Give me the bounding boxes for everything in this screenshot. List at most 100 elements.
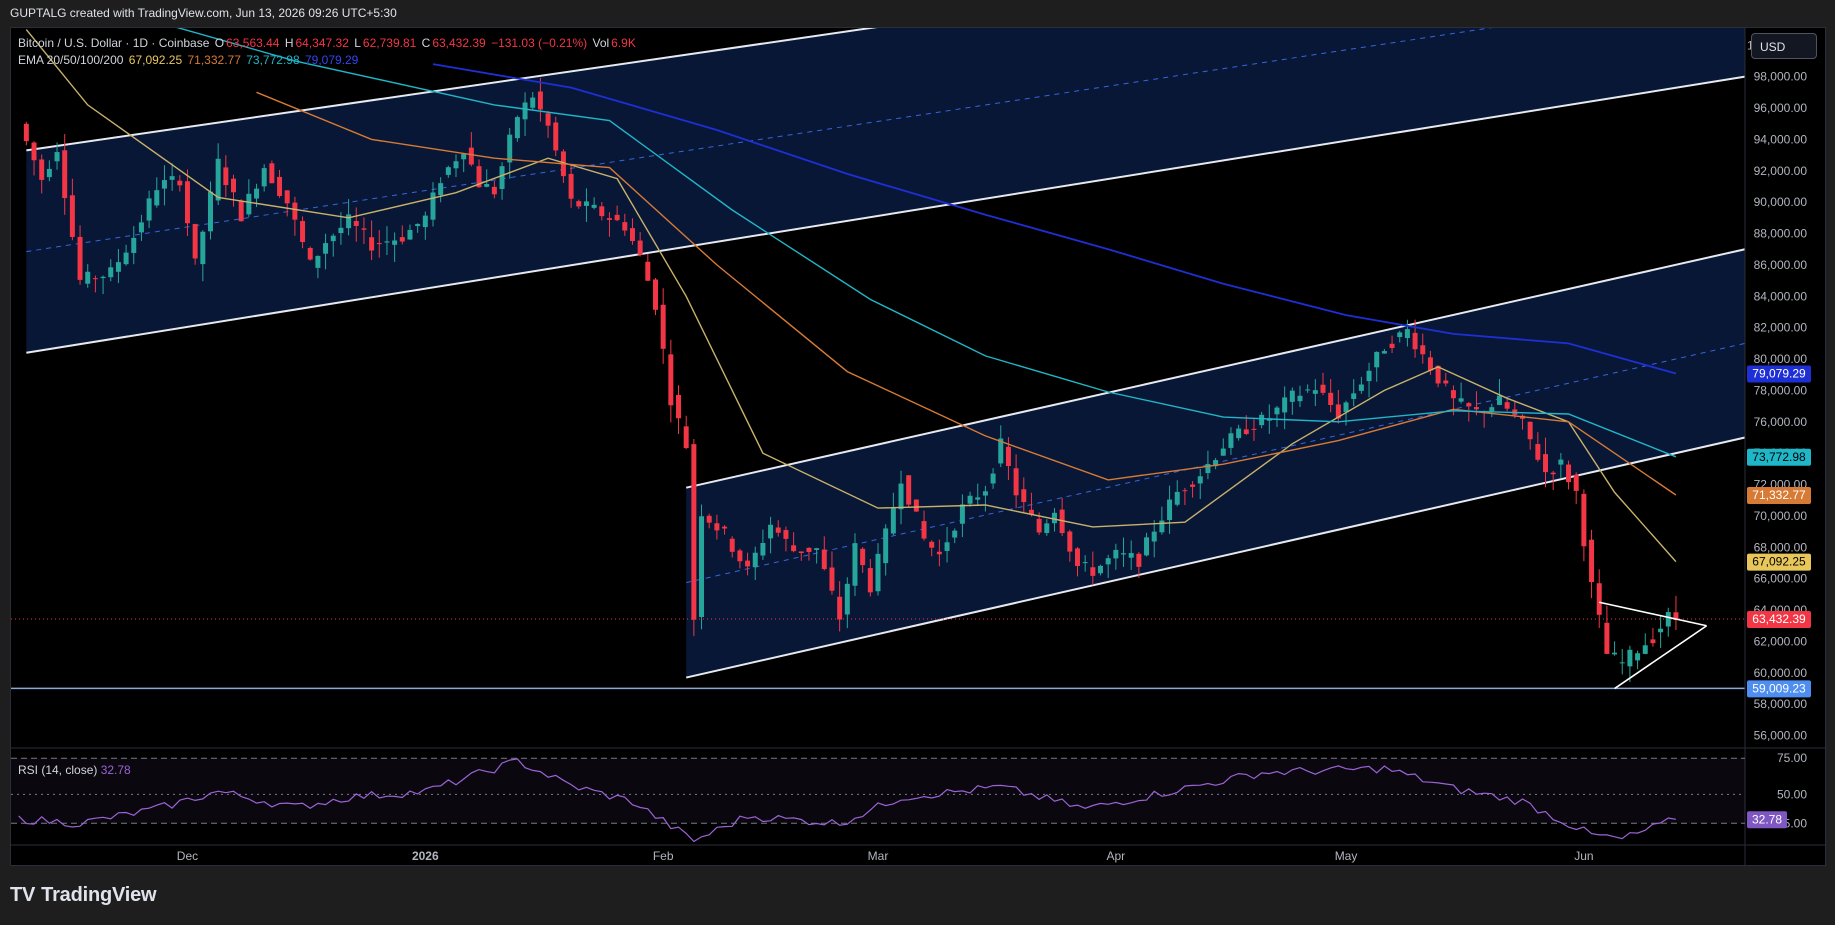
candle [1489, 403, 1495, 418]
price-label-text: 79,079.29 [1752, 366, 1806, 380]
symbol-name[interactable]: Bitcoin / U.S. Dollar · 1D · Coinbase [18, 36, 210, 50]
candle [499, 162, 505, 200]
rsi-current-box [1747, 811, 1787, 829]
price-tick-label: 96,000.00 [1754, 101, 1808, 115]
price-label-text: 73,772.98 [1752, 450, 1806, 464]
ema-label[interactable]: EMA 20/50/100/200 [18, 53, 124, 67]
candle [1381, 348, 1387, 354]
price-label-box [1747, 365, 1811, 383]
candle [231, 174, 236, 207]
candle-body [1021, 489, 1027, 502]
candle-body [637, 240, 643, 255]
candle-body [1374, 351, 1380, 368]
candle [1535, 432, 1541, 462]
candle [530, 92, 536, 111]
candle-body [1128, 553, 1134, 558]
candle-body [1566, 464, 1572, 483]
candle [952, 528, 958, 544]
time-tick-label: Feb [653, 849, 674, 863]
candle-body [238, 200, 244, 222]
candle [223, 155, 229, 198]
candle-body [545, 113, 551, 126]
candle [200, 230, 206, 282]
candle-body [1182, 490, 1188, 492]
candle-body [936, 551, 942, 555]
price-tick-label: 66,000.00 [1754, 572, 1808, 586]
candle [215, 143, 221, 206]
candle [1282, 386, 1288, 430]
price-tick-label: 86,000.00 [1754, 258, 1808, 272]
candle [100, 275, 106, 295]
candle [867, 559, 873, 597]
candle [1074, 547, 1080, 577]
candle [1028, 492, 1034, 517]
candle-body [783, 530, 789, 539]
candle [1205, 450, 1211, 480]
currency-button[interactable]: USD [1751, 33, 1817, 59]
candle [1312, 379, 1318, 407]
candle [1167, 485, 1173, 534]
candle-body [1036, 518, 1042, 533]
candle-body [745, 560, 751, 567]
candle [1251, 418, 1257, 441]
candle-body [1005, 446, 1011, 467]
candle-body [837, 596, 843, 620]
candle [1174, 480, 1180, 507]
candle-body [338, 227, 344, 234]
candle [507, 128, 513, 179]
candle-body [100, 276, 106, 279]
rsi-label[interactable]: RSI (14, close) [18, 763, 98, 777]
candle-body [1236, 428, 1242, 439]
ema100-value: 73,772.98 [246, 53, 300, 67]
candle [1274, 405, 1280, 427]
low-label: L [354, 36, 361, 50]
candle-body [537, 91, 543, 110]
candle [1420, 333, 1426, 364]
rsi-value: 32.78 [100, 763, 131, 777]
candle [46, 160, 52, 182]
candle-body [553, 122, 559, 151]
candle [438, 177, 444, 203]
candle-body [906, 475, 912, 505]
price-label: 67,092.25 [1747, 553, 1811, 571]
candle [161, 165, 167, 206]
candle-body [676, 394, 682, 419]
candle [683, 415, 689, 450]
candle-body [177, 180, 183, 186]
price-tick-label: 76,000.00 [1754, 415, 1808, 429]
candle-body [890, 507, 896, 534]
candle [1121, 537, 1127, 567]
candle-body [1658, 628, 1664, 633]
candle-body [231, 178, 236, 193]
candle-body [1550, 472, 1556, 475]
candle-body [645, 261, 651, 281]
candle [1527, 421, 1533, 450]
candle-body [1082, 562, 1088, 564]
candle-body [867, 568, 873, 593]
candle [307, 246, 313, 261]
candle [277, 169, 283, 198]
candle-body [1604, 622, 1610, 654]
candle-body [860, 548, 866, 566]
price-chart[interactable]: 100,000.0098,000.0096,000.0094,000.0092,… [11, 28, 1825, 865]
tradingview-brand[interactable]: TV TradingView [10, 884, 157, 907]
ema-legend: EMA 20/50/100/200 67,092.25 71,332.77 73… [18, 53, 360, 67]
candle [553, 116, 559, 157]
chart-pane[interactable]: 100,000.0098,000.0096,000.0094,000.0092,… [10, 27, 1826, 866]
time-tick-label: Jun [1574, 849, 1593, 863]
candle [399, 225, 405, 245]
candle [921, 510, 927, 541]
price-tick-label: 98,000.00 [1754, 70, 1808, 84]
candle [890, 492, 896, 536]
candle-body [883, 528, 889, 564]
candle-body [1450, 390, 1456, 399]
candle-body [530, 97, 536, 108]
candle-body [284, 190, 290, 204]
candle [676, 385, 682, 435]
candle-body [300, 221, 306, 243]
price-label-box [1747, 487, 1811, 505]
candle [323, 233, 329, 270]
candle-body [261, 168, 267, 187]
candle-body [952, 530, 958, 538]
candle-body [629, 228, 635, 242]
